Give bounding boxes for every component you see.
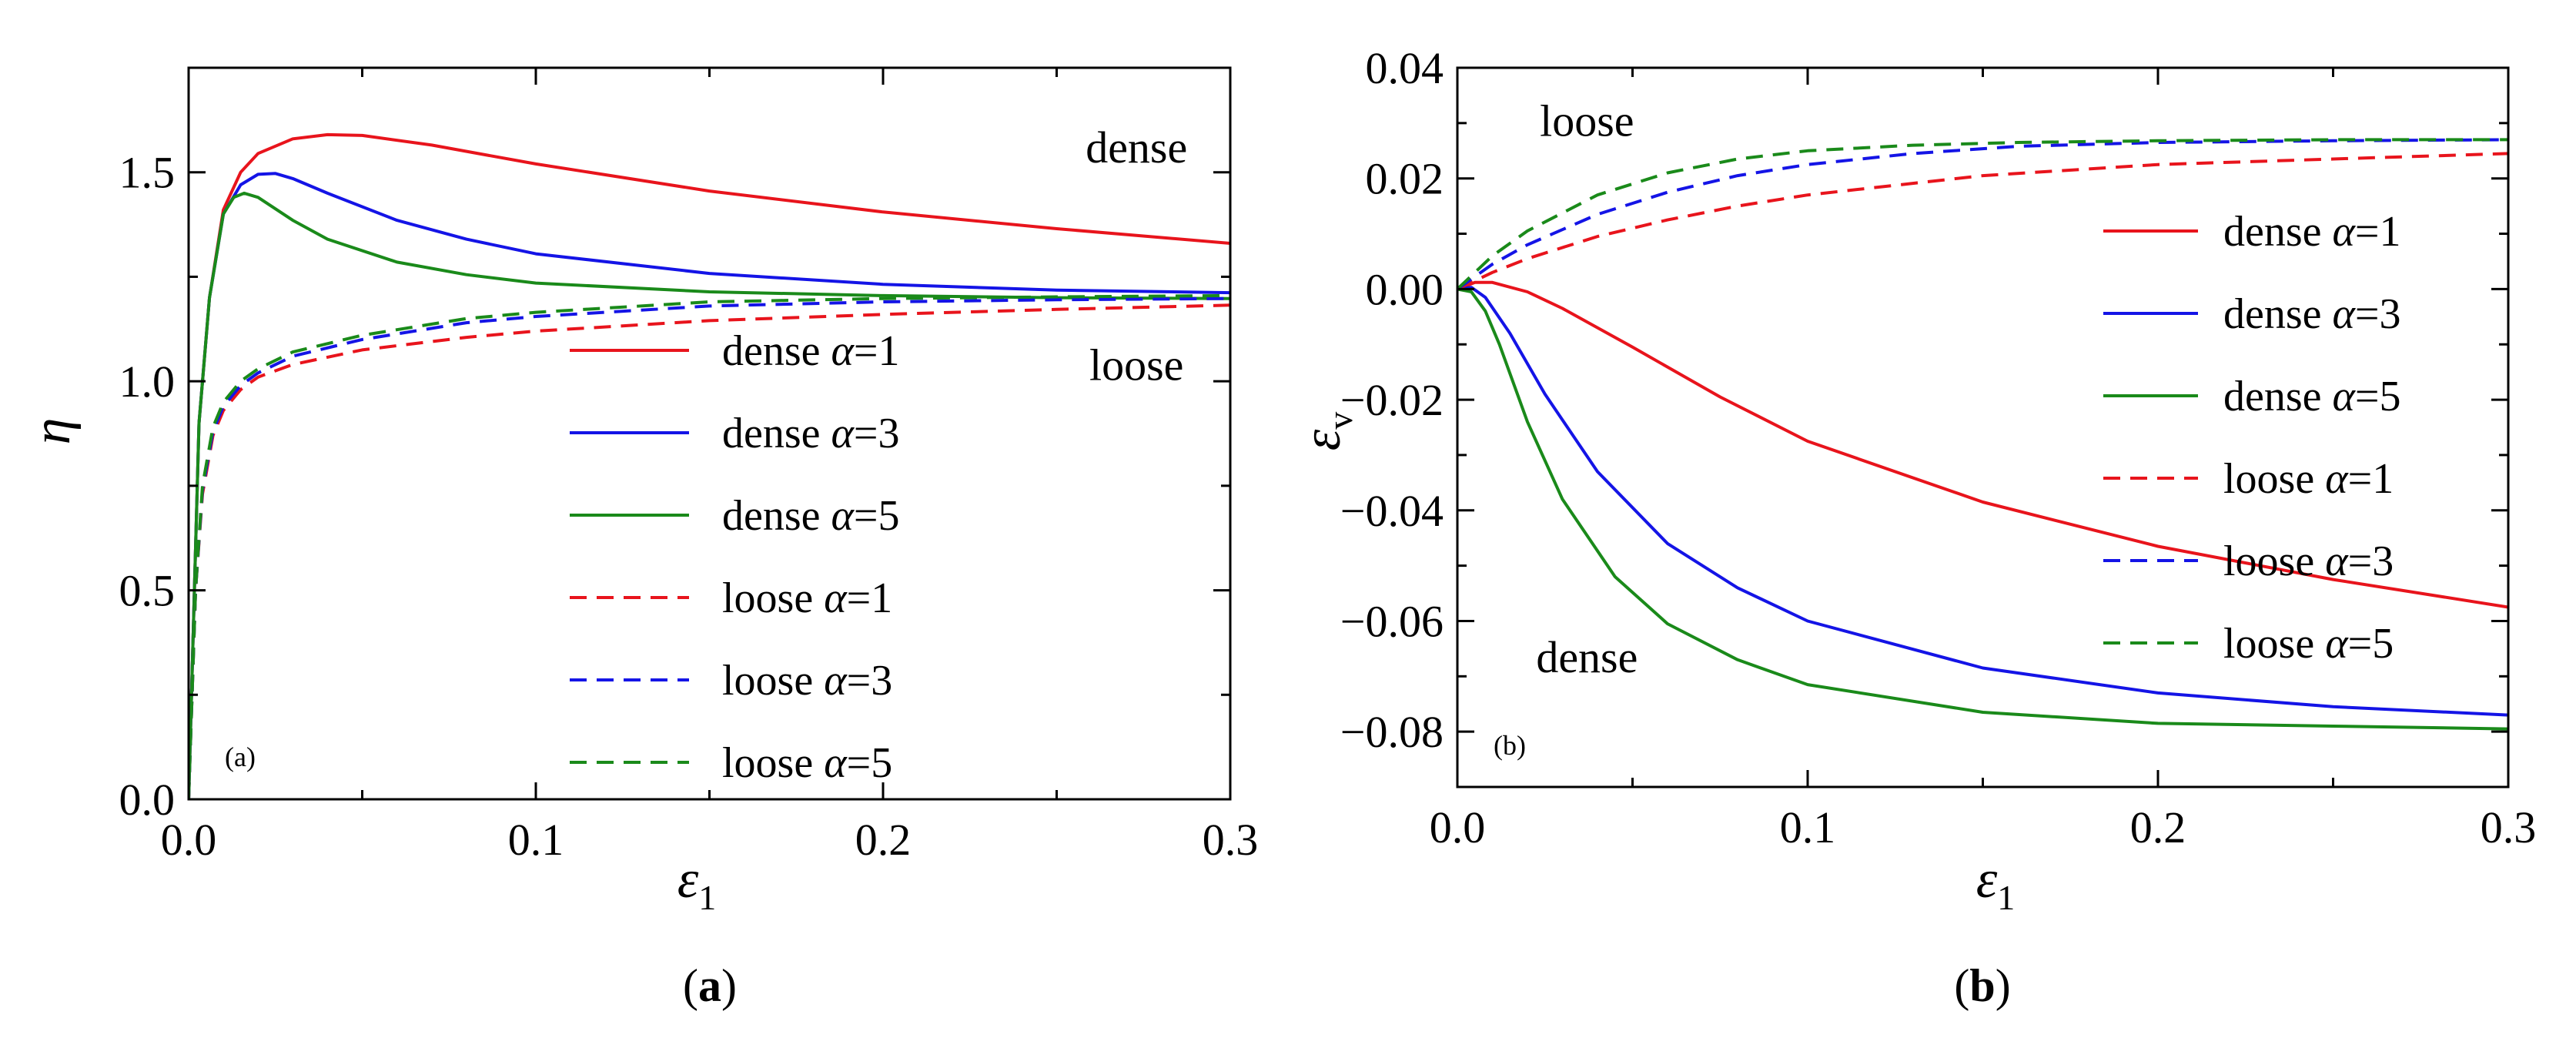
series-line-2 [189,172,1230,799]
series-line-4 [1457,152,2508,291]
legend-entry-2: dense α=3 [2223,290,2401,338]
series-line-1 [189,132,1230,799]
series-line-4 [189,303,1230,799]
series-line-1 [1457,280,2508,609]
y-tick-label: 0.04 [1366,43,1444,93]
y-tick-label: 0.0 [119,775,176,825]
series-line-5 [189,296,1230,799]
legend: dense α=1 dense α=3 dense α=5 loose α=1 loos… [2103,208,2401,668]
x-tick-label: 0.3 [2481,802,2537,852]
series-line-3 [189,191,1230,799]
chart-panel-b: 0.0 0.1 0.2 0.3 −0.08 −0.06 −0.04 −0.02 0.00 0.02… [1293,43,2536,1011]
legend: dense α=1 dense α=3 dense α=5 loose α=1 loos… [570,327,900,787]
annotation-loose: loose [1540,95,1634,146]
panel-caption: (a) [683,960,737,1011]
panel-label: (a) [225,742,256,772]
y-tick-label: −0.06 [1340,596,1444,646]
y-tick-label: −0.04 [1340,486,1444,536]
panel-label: (b) [1494,730,1526,761]
legend-entry-1: dense α=1 [722,327,900,375]
legend-entry-6: loose α=5 [722,739,892,787]
legend-entry-4: loose α=1 [722,574,892,622]
plot-area [1457,138,2508,731]
y-axis-title: η [22,418,82,445]
y-tick-label: 0.5 [119,566,176,616]
x-axis-title: ε1 [677,850,717,917]
legend-entry-1: dense α=1 [2223,208,2401,256]
x-tick-label: 0.2 [2130,802,2186,852]
annotation-loose: loose [1089,340,1183,390]
x-tick-label: 0.0 [1430,802,1486,852]
legend-entry-3: dense α=5 [2223,373,2401,420]
annotation-dense: dense [1536,632,1638,682]
y-tick-label: 1.5 [119,148,176,198]
x-tick-label: 0.3 [1203,815,1259,865]
series-line-2 [1457,286,2508,717]
series-line-6 [1457,138,2508,290]
legend-entry-6: loose α=5 [2223,620,2394,668]
axes-frame [187,66,1232,801]
annotation-dense: dense [1086,122,1187,172]
series-line-5 [1457,138,2508,291]
x-tick-label: 0.1 [1780,802,1836,852]
chart-panel-a: 0.0 0.1 0.2 0.3 0.0 0.5 1.0 1.5 ε1 η dense loose den… [22,66,1259,1011]
y-axis-title: εv [1293,412,1360,451]
y-tick-label: 0.02 [1366,154,1444,204]
series-line-6 [189,293,1230,799]
legend-entry-2: dense α=3 [722,410,900,457]
legend-entry-3: dense α=5 [722,492,900,540]
series-line-3 [1457,287,2508,731]
y-tick-label: 1.0 [119,357,176,407]
y-tick-label: 0.00 [1366,264,1444,314]
legend-entry-5: loose α=3 [722,657,892,705]
x-axis-title: ε1 [1976,850,2016,917]
y-tick-label: −0.02 [1340,375,1444,425]
x-tick-label: 0.1 [508,815,564,865]
legend-entry-5: loose α=3 [2223,537,2394,585]
x-tick-label: 0.0 [161,815,217,865]
x-tick-label: 0.2 [855,815,912,865]
panel-caption: (b) [1954,960,2010,1011]
y-tick-label: −0.08 [1340,707,1444,757]
plot-area [189,132,1230,799]
legend-entry-4: loose α=1 [2223,455,2394,503]
